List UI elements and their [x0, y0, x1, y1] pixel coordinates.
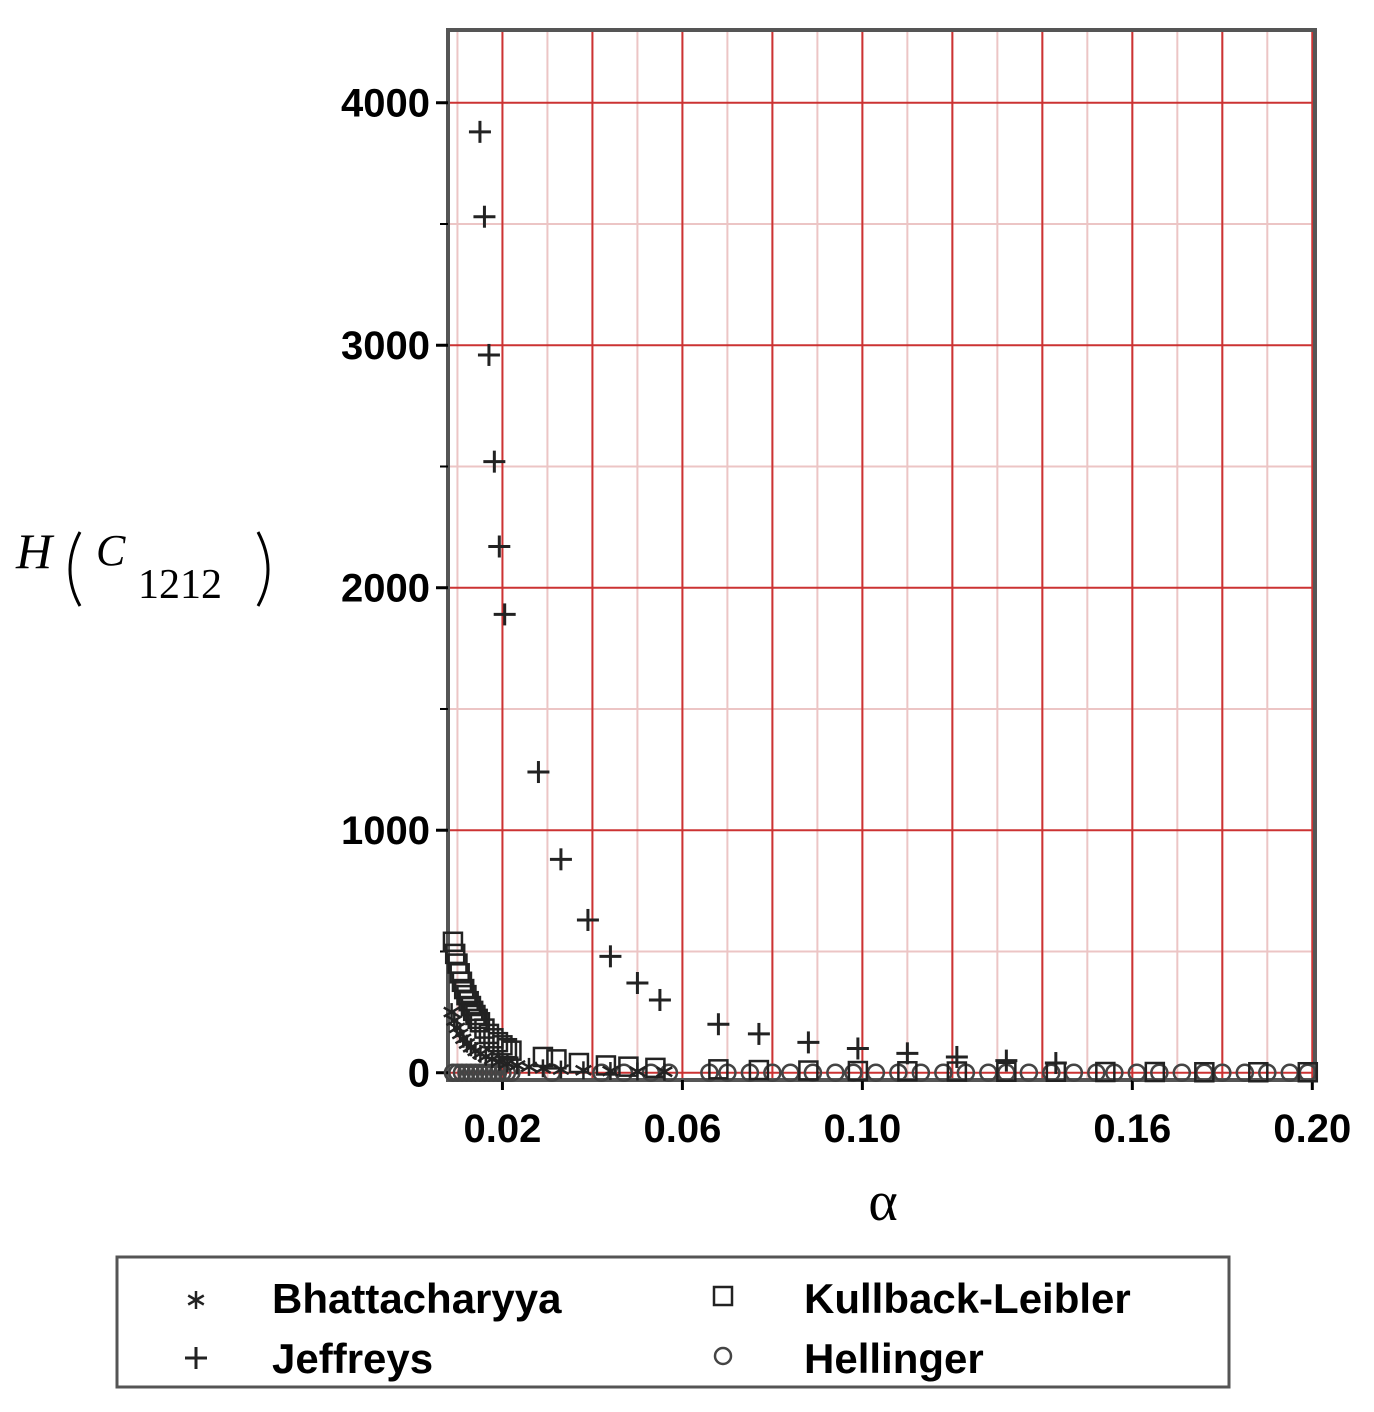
y-axis-title-main: H	[15, 523, 55, 579]
jeffreys-point	[483, 450, 506, 473]
jeffreys-point	[599, 945, 622, 968]
jeffreys-point	[945, 1045, 968, 1068]
bhattacharyya-point	[628, 1062, 646, 1081]
kullback-leibler-point	[748, 1059, 770, 1081]
legend-marker-jeffreys	[185, 1347, 207, 1369]
y-tick-label: 2000	[341, 567, 430, 611]
hellinger-point	[1235, 1063, 1255, 1082]
axis-ticks: 0 1000 2000 3000 4000 0.02 0.06 0.10 0.16 0.20	[341, 82, 1351, 1151]
y-axis-title: H C 1212	[15, 523, 270, 608]
x-tick-label: 0.20	[1273, 1107, 1351, 1151]
kullback-leibler-point	[1144, 1061, 1166, 1083]
x-tick-label: 0.06	[643, 1107, 721, 1151]
bhattacharyya-point	[575, 1061, 592, 1080]
jeffreys-point	[896, 1042, 919, 1065]
hellinger-point	[641, 1063, 661, 1082]
jeffreys-point	[493, 603, 516, 626]
kullback-leibler-point	[847, 1060, 869, 1082]
bhattacharyya-point	[520, 1057, 538, 1076]
hellinger-point	[1019, 1063, 1039, 1082]
bhattacharyya-point	[498, 1054, 516, 1073]
hellinger-point	[911, 1063, 931, 1082]
x-tick-label: 0.16	[1093, 1107, 1171, 1151]
kullback-leibler-point	[456, 984, 477, 1006]
kullback-leibler-point	[451, 971, 473, 993]
legend-label-bhattacharyya: Bhattacharyya	[272, 1275, 562, 1322]
x-tick-label: 0.10	[823, 1107, 901, 1151]
legend-marker-bhattacharyya	[187, 1291, 205, 1309]
kullback-leibler-point	[1095, 1061, 1116, 1083]
hellinger-point	[763, 1063, 782, 1082]
x-axis-title: α	[868, 1171, 897, 1233]
kullback-leibler-point	[798, 1060, 819, 1081]
y-tick-label: 4000	[341, 82, 430, 126]
bhattacharyya-point	[534, 1059, 552, 1078]
jeffreys-point	[797, 1031, 820, 1054]
jeffreys-point	[648, 988, 671, 1011]
y-axis-title-right-paren	[256, 531, 270, 607]
kullback-leibler-point	[708, 1059, 729, 1080]
y-tick-label: 1000	[341, 809, 430, 853]
legend-marker-kullback-leibler	[712, 1285, 734, 1307]
legend-marker-hellinger	[713, 1346, 733, 1366]
hellinger-point	[934, 1063, 953, 1082]
jeffreys-point	[468, 120, 491, 143]
jeffreys-point	[707, 1013, 730, 1036]
plot-grid	[448, 30, 1315, 1080]
y-axis-title-left-paren	[68, 531, 82, 607]
hellinger-point	[826, 1063, 845, 1082]
legend-markers	[185, 1285, 734, 1369]
legend-label-jeffreys: Jeffreys	[272, 1335, 433, 1382]
jeffreys-point	[747, 1022, 770, 1045]
bhattacharyya-point	[655, 1062, 673, 1081]
jeffreys-point	[576, 908, 599, 931]
kullback-leibler-point	[1297, 1061, 1319, 1083]
jeffreys-point	[527, 761, 550, 784]
y-tick-label: 3000	[341, 324, 430, 368]
data-marks	[442, 120, 1319, 1083]
x-tick-label: 0.02	[464, 1107, 542, 1151]
kullback-leibler-point	[501, 1040, 522, 1061]
hellinger-point	[1172, 1063, 1192, 1082]
legend-label-kullback-leibler: Kullback-Leibler	[804, 1275, 1131, 1322]
jeffreys-point	[1044, 1052, 1067, 1075]
legend: Bhattacharyya Jeffreys Kullback-Leibler …	[115, 1255, 1231, 1389]
kullback-leibler-point	[1194, 1061, 1215, 1083]
y-tick-label: 0	[408, 1052, 430, 1096]
bhattacharyya-point	[602, 1062, 619, 1081]
jeffreys-point	[626, 972, 649, 995]
jeffreys-point	[995, 1049, 1018, 1072]
kullback-leibler-point	[1248, 1061, 1269, 1083]
kullback-leibler-point	[442, 931, 464, 953]
jeffreys-point	[477, 343, 500, 366]
jeffreys-point	[846, 1037, 869, 1060]
bhattacharyya-point	[552, 1060, 570, 1079]
jeffreys-point	[488, 535, 511, 558]
jeffreys-point	[549, 848, 572, 871]
y-axis-title-subscript: 1212	[138, 562, 222, 608]
legend-label-hellinger: Hellinger	[804, 1335, 984, 1382]
legend-box	[115, 1255, 1231, 1389]
y-axis-title-variable: C	[96, 526, 126, 575]
jeffreys-point	[473, 205, 496, 228]
